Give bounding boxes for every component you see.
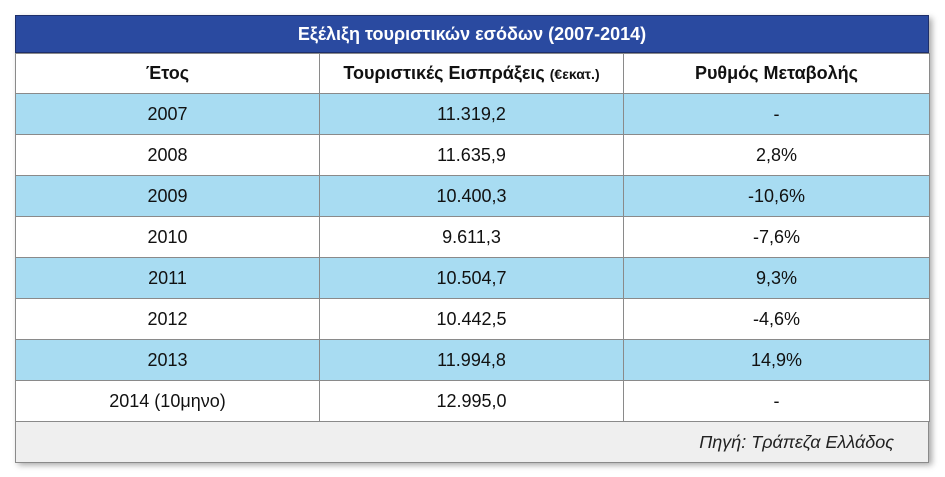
cell-year: 2007 (15, 93, 320, 135)
header-receipts-label: Τουριστικές Εισπράξεις (343, 63, 545, 83)
cell-receipts: 10.504,7 (319, 257, 624, 299)
table-row: 2008 11.635,9 2,8% (15, 134, 930, 176)
receipts-table: Έτος Τουριστικές Εισπράξεις (€εκατ.) Ρυθ… (15, 53, 930, 422)
cell-receipts: 9.611,3 (319, 216, 624, 258)
tourism-receipts-table-panel: Εξέλιξη τουριστικών εσόδων (2007-2014) Έ… (15, 15, 930, 463)
cell-change: 2,8% (623, 134, 930, 176)
header-receipts-unit: (€εκατ.) (549, 66, 600, 82)
cell-change: -4,6% (623, 298, 930, 340)
header-year: Έτος (15, 53, 320, 94)
cell-year: 2008 (15, 134, 320, 176)
table-row: 2007 11.319,2 - (15, 93, 930, 135)
cell-year: 2010 (15, 216, 320, 258)
cell-receipts: 11.994,8 (319, 339, 624, 381)
cell-change: 14,9% (623, 339, 930, 381)
cell-year: 2012 (15, 298, 320, 340)
table-row: 2010 9.611,3 -7,6% (15, 216, 930, 258)
cell-change: - (623, 93, 930, 135)
table-header-row: Έτος Τουριστικές Εισπράξεις (€εκατ.) Ρυθ… (15, 53, 930, 94)
table-row: 2012 10.442,5 -4,6% (15, 298, 930, 340)
source-note: Πηγή: Τράπεζα Ελλάδος (15, 422, 929, 463)
cell-year: 2011 (15, 257, 320, 299)
table-row: 2011 10.504,7 9,3% (15, 257, 930, 299)
cell-change: -7,6% (623, 216, 930, 258)
cell-year: 2014 (10μηνο) (15, 380, 320, 422)
cell-receipts: 11.319,2 (319, 93, 624, 135)
table-row: 2009 10.400,3 -10,6% (15, 175, 930, 217)
cell-receipts: 10.442,5 (319, 298, 624, 340)
header-change: Ρυθμός Μεταβολής (623, 53, 930, 94)
cell-year: 2013 (15, 339, 320, 381)
cell-receipts: 10.400,3 (319, 175, 624, 217)
table-row: 2013 11.994,8 14,9% (15, 339, 930, 381)
cell-receipts: 12.995,0 (319, 380, 624, 422)
header-receipts: Τουριστικές Εισπράξεις (€εκατ.) (319, 53, 624, 94)
table-title: Εξέλιξη τουριστικών εσόδων (2007-2014) (15, 15, 929, 53)
cell-year: 2009 (15, 175, 320, 217)
cell-receipts: 11.635,9 (319, 134, 624, 176)
cell-change: -10,6% (623, 175, 930, 217)
cell-change: 9,3% (623, 257, 930, 299)
cell-change: - (623, 380, 930, 422)
table-row: 2014 (10μηνο) 12.995,0 - (15, 380, 930, 422)
